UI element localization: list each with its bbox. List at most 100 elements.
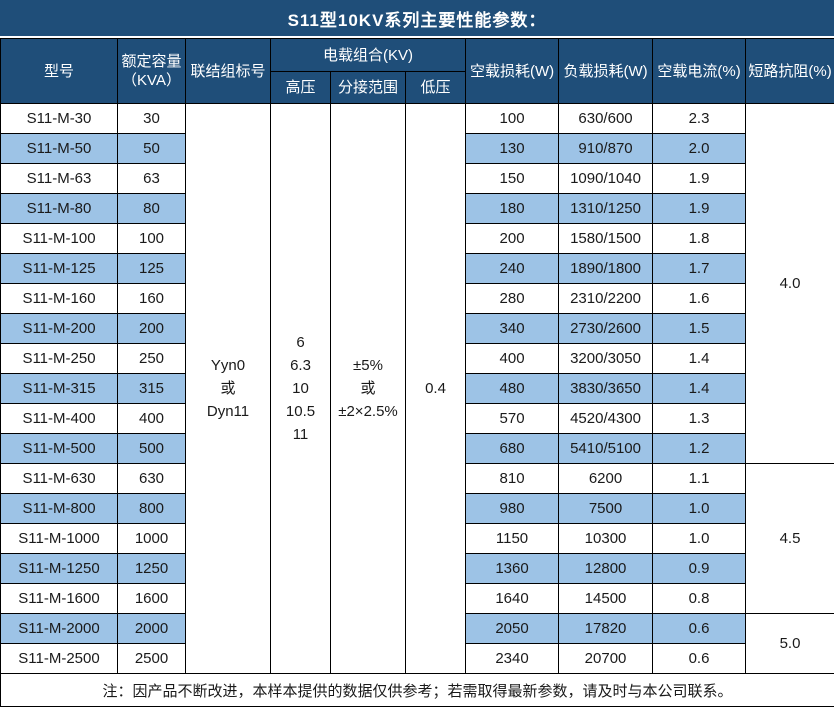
cell-load-loss: 14500 — [559, 584, 653, 614]
cell-no-load-current: 2.3 — [653, 104, 746, 134]
cell-no-load-current: 1.3 — [653, 404, 746, 434]
cell-load-loss: 3200/3050 — [559, 344, 653, 374]
table-footer: 注：因产品不断改进，本样本提供的数据仅供参考；若需取得最新参数，请及时与本公司联… — [1, 674, 834, 707]
header-connection: 联结组标号 — [186, 39, 271, 104]
cell-capacity: 500 — [118, 434, 186, 464]
cell-model: S11-M-1000 — [1, 524, 118, 554]
cell-no-load-current: 1.6 — [653, 284, 746, 314]
cell-model: S11-M-1600 — [1, 584, 118, 614]
cell-no-load-loss: 100 — [466, 104, 559, 134]
cell-no-load-loss: 340 — [466, 314, 559, 344]
cell-no-load-loss: 810 — [466, 464, 559, 494]
cell-model: S11-M-2500 — [1, 644, 118, 674]
cell-capacity: 200 — [118, 314, 186, 344]
header-load-loss: 负载损耗(W) — [559, 39, 653, 104]
cell-no-load-loss: 130 — [466, 134, 559, 164]
cell-capacity: 250 — [118, 344, 186, 374]
cell-model: S11-M-800 — [1, 494, 118, 524]
cell-capacity: 63 — [118, 164, 186, 194]
cell-no-load-loss: 480 — [466, 374, 559, 404]
cell-impedance: 5.0 — [746, 614, 834, 674]
cell-no-load-loss: 150 — [466, 164, 559, 194]
header-model: 型号 — [1, 39, 118, 104]
cell-no-load-current: 1.5 — [653, 314, 746, 344]
cell-capacity: 50 — [118, 134, 186, 164]
cell-capacity: 125 — [118, 254, 186, 284]
cell-load-loss: 2730/2600 — [559, 314, 653, 344]
cell-model: S11-M-100 — [1, 224, 118, 254]
header-hv: 高压 — [271, 72, 331, 104]
cell-no-load-current: 0.6 — [653, 614, 746, 644]
cell-no-load-current: 1.1 — [653, 464, 746, 494]
cell-no-load-loss: 400 — [466, 344, 559, 374]
cell-impedance: 4.5 — [746, 464, 834, 614]
cell-tap-range: ±5% 或 ±2×2.5% — [331, 104, 406, 674]
header-impedance: 短路抗阻(%) — [746, 39, 834, 104]
cell-no-load-loss: 240 — [466, 254, 559, 284]
cell-capacity: 80 — [118, 194, 186, 224]
cell-model: S11-M-630 — [1, 464, 118, 494]
cell-no-load-current: 1.8 — [653, 224, 746, 254]
cell-model: S11-M-160 — [1, 284, 118, 314]
cell-no-load-current: 1.9 — [653, 194, 746, 224]
cell-load-loss: 4520/4300 — [559, 404, 653, 434]
cell-no-load-current: 2.0 — [653, 134, 746, 164]
cell-load-loss: 2310/2200 — [559, 284, 653, 314]
cell-load-loss: 12800 — [559, 554, 653, 584]
cell-no-load-current: 1.0 — [653, 524, 746, 554]
cell-model: S11-M-63 — [1, 164, 118, 194]
header-no-load-loss: 空载损耗(W) — [466, 39, 559, 104]
cell-load-loss: 630/600 — [559, 104, 653, 134]
footer-note: 注：因产品不断改进，本样本提供的数据仅供参考；若需取得最新参数，请及时与本公司联… — [1, 674, 834, 707]
cell-no-load-current: 0.6 — [653, 644, 746, 674]
cell-capacity: 630 — [118, 464, 186, 494]
cell-capacity: 800 — [118, 494, 186, 524]
cell-load-loss: 7500 — [559, 494, 653, 524]
cell-load-loss: 20700 — [559, 644, 653, 674]
cell-model: S11-M-30 — [1, 104, 118, 134]
cell-load-loss: 1580/1500 — [559, 224, 653, 254]
cell-no-load-loss: 200 — [466, 224, 559, 254]
cell-load-loss: 5410/5100 — [559, 434, 653, 464]
cell-capacity: 30 — [118, 104, 186, 134]
cell-model: S11-M-315 — [1, 374, 118, 404]
cell-no-load-loss: 680 — [466, 434, 559, 464]
cell-lv: 0.4 — [406, 104, 466, 674]
cell-impedance: 4.0 — [746, 104, 834, 464]
cell-no-load-current: 1.2 — [653, 434, 746, 464]
cell-no-load-current: 1.4 — [653, 374, 746, 404]
cell-load-loss: 17820 — [559, 614, 653, 644]
cell-load-loss: 1090/1040 — [559, 164, 653, 194]
cell-model: S11-M-2000 — [1, 614, 118, 644]
header-lv: 低压 — [406, 72, 466, 104]
cell-capacity: 2000 — [118, 614, 186, 644]
cell-capacity: 1600 — [118, 584, 186, 614]
cell-no-load-loss: 980 — [466, 494, 559, 524]
cell-load-loss: 3830/3650 — [559, 374, 653, 404]
cell-no-load-loss: 180 — [466, 194, 559, 224]
cell-capacity: 1250 — [118, 554, 186, 584]
cell-no-load-loss: 2340 — [466, 644, 559, 674]
cell-no-load-current: 1.9 — [653, 164, 746, 194]
cell-model: S11-M-250 — [1, 344, 118, 374]
cell-no-load-loss: 1640 — [466, 584, 559, 614]
cell-capacity: 100 — [118, 224, 186, 254]
cell-model: S11-M-500 — [1, 434, 118, 464]
cell-no-load-current: 1.4 — [653, 344, 746, 374]
cell-no-load-current: 0.8 — [653, 584, 746, 614]
cell-hv: 6 6.3 10 10.5 11 — [271, 104, 331, 674]
cell-load-loss: 910/870 — [559, 134, 653, 164]
cell-model: S11-M-80 — [1, 194, 118, 224]
cell-connection: Yyn0 或 Dyn11 — [186, 104, 271, 674]
table-header: 型号 额定容量 （KVA） 联结组标号 电载组合(KV) 空载损耗(W) 负载损… — [1, 39, 834, 104]
page-title: S11型10KV系列主要性能参数： — [0, 0, 834, 36]
cell-no-load-loss: 1360 — [466, 554, 559, 584]
cell-load-loss: 1890/1800 — [559, 254, 653, 284]
header-voltage-combo: 电载组合(KV) — [271, 39, 466, 72]
cell-load-loss: 6200 — [559, 464, 653, 494]
cell-load-loss: 10300 — [559, 524, 653, 554]
cell-no-load-loss: 1150 — [466, 524, 559, 554]
cell-model: S11-M-125 — [1, 254, 118, 284]
